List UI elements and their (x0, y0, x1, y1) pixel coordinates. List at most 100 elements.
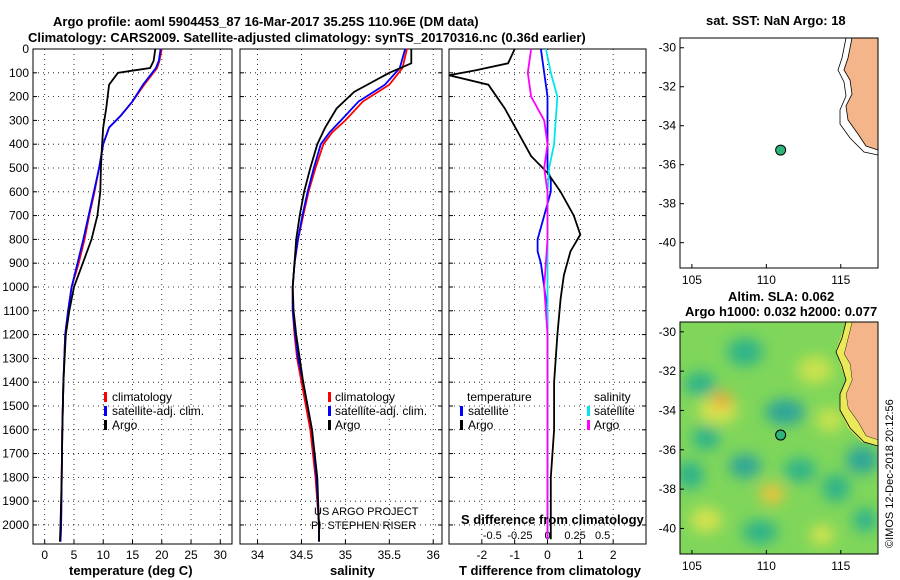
legend-swatch-argo (328, 420, 331, 430)
sla-blob (729, 454, 761, 478)
bathymetry-contour-sst (837, 37, 879, 156)
y-tick-label: 0 (22, 42, 29, 56)
sla-blob (810, 525, 834, 545)
sla-blob (690, 508, 722, 532)
sla-blob (680, 461, 704, 489)
map-frame (679, 37, 879, 269)
temperature-panel: 0 5 10 15 20 25 30 (32, 48, 233, 562)
x-tick-label: 35.5 (378, 548, 402, 562)
legend-swatch-t-argo (460, 420, 463, 430)
y-tick-label: -34 (659, 119, 677, 133)
y-tick-label: 1200 (2, 328, 29, 342)
y-tick-label: -30 (659, 325, 677, 339)
title-line-2: Climatology: CARS2009. Satellite-adjuste… (28, 30, 586, 45)
sla-blob (784, 458, 816, 482)
y-tick-label: -36 (659, 158, 677, 172)
sst-map-title: sat. SST: NaN Argo: 18 (706, 13, 846, 28)
x2-tick-label: -0.25 (507, 530, 532, 542)
x-tick-label: 115 (831, 559, 850, 573)
y-tick-label: -38 (659, 482, 677, 496)
x-tick-label: -1 (509, 548, 520, 562)
y-tick-label: 800 (9, 232, 29, 246)
difference-panel: -2 -1 0 1 2-0.5 -0.25 0 0.25 0.5 (448, 48, 647, 562)
temperature-axis-label: temperature (deg C) (69, 563, 193, 578)
y-tick-label: 600 (9, 185, 29, 199)
sla-map-title-2: Argo h1000: 0.032 h2000: 0.077 (685, 304, 877, 319)
series-argo (291, 49, 413, 542)
series-t-argo (448, 48, 582, 540)
x-tick-label: -2 (476, 548, 487, 562)
legend-swatch-climatology (328, 392, 331, 402)
x-tick-label: 105 (682, 273, 702, 287)
credit-line-2: PI: STEPHEN RISER (311, 520, 416, 532)
sla-blob (692, 426, 720, 450)
y-tick-label: -32 (659, 80, 677, 94)
x-tick-label: 10 (97, 548, 111, 562)
credit-line-1: US ARGO PROJECT (314, 506, 419, 518)
temp-legend-argo: Argo (112, 418, 138, 432)
y-tick-label: -34 (659, 403, 677, 417)
y-tick-label: 1600 (2, 423, 29, 437)
depth-axis-labels: 0 100 200 300 400 500 600 700 800 900 1000 1100 1200… (2, 42, 29, 532)
y-tick-label: 400 (9, 137, 29, 151)
argo-float-marker (775, 429, 787, 441)
legend-swatch-argo (104, 420, 107, 430)
sla-map: 105 110 115 -30 -32 -34 -36 -38 -40 (659, 321, 879, 573)
argo-float-marker (775, 144, 787, 156)
side-stamp: ©IMOS 12-Dec-2018 20:12:56 (884, 399, 896, 548)
diff-legend-salinity-title: salinity (594, 390, 631, 404)
sla-blob (742, 520, 778, 544)
y-tick-label: -32 (659, 364, 677, 378)
map-frame (679, 321, 879, 555)
sla-blob (727, 338, 763, 366)
diff-legend-s-argo: Argo (594, 418, 620, 432)
sst-map: 105 110 115 -30 -32 -34 -36 -38 -40 (659, 37, 879, 287)
legend-swatch-climatology (104, 392, 107, 402)
y-tick-label: 1100 (3, 304, 29, 318)
x-tick-label: 110 (757, 559, 776, 573)
x2-tick-label: 0.25 (564, 530, 585, 542)
x-tick-label: 35 (339, 548, 353, 562)
y-tick-label: -40 (659, 521, 677, 535)
x-tick-label: 0 (41, 548, 48, 562)
plot-frame (32, 48, 233, 545)
x-tick-label: 110 (757, 273, 776, 287)
y-tick-label: 1000 (2, 280, 29, 294)
y-tick-label: -38 (659, 197, 677, 211)
difference-legend: temperature satellite Argo salinity sate… (460, 390, 635, 432)
sal-legend-climatology: climatology (335, 390, 395, 404)
y-tick-label: 900 (9, 256, 29, 270)
sla-blob (712, 392, 732, 408)
salinity-axis-label: salinity (330, 563, 376, 578)
y-tick-label: -40 (659, 236, 677, 250)
s-difference-axis-label: S difference from climatology (461, 512, 645, 527)
y-tick-label: 200 (9, 90, 29, 104)
x-tick-label: 25 (184, 548, 198, 562)
y-tick-label: 2000 (2, 518, 29, 532)
x-tick-label: 0 (544, 548, 551, 562)
sla-map-title-1: Altim. SLA: 0.062 (728, 289, 834, 304)
series-argo (59, 48, 157, 542)
y-tick-label: 1300 (2, 351, 29, 365)
x-tick-label: 30 (214, 548, 228, 562)
sal-legend-argo: Argo (335, 418, 361, 432)
sla-blob (822, 474, 850, 502)
x2-tick-label: 0.5 (595, 530, 610, 542)
t-difference-axis-label: T difference from climatology (459, 563, 642, 578)
sla-blob (846, 446, 878, 474)
temperature-legend: climatology satellite-adj. clim. Argo (104, 390, 204, 432)
sla-blob (816, 408, 844, 432)
x-tick-label: 2 (610, 548, 617, 562)
salinity-legend: climatology satellite-adj. clim. Argo (328, 390, 427, 432)
y-tick-label: 300 (9, 113, 29, 127)
y-tick-label: 1400 (2, 375, 29, 389)
diff-legend-t-argo: Argo (468, 418, 494, 432)
shelf-sla (836, 322, 878, 446)
legend-swatch-s-satellite (587, 406, 590, 416)
x-tick-label: 115 (831, 273, 850, 287)
sal-legend-satellite: satellite-adj. clim. (335, 404, 427, 418)
y-tick-label: 700 (9, 209, 29, 223)
x-tick-label: 34.5 (290, 548, 314, 562)
diff-legend-t-satellite: satellite (468, 404, 509, 418)
